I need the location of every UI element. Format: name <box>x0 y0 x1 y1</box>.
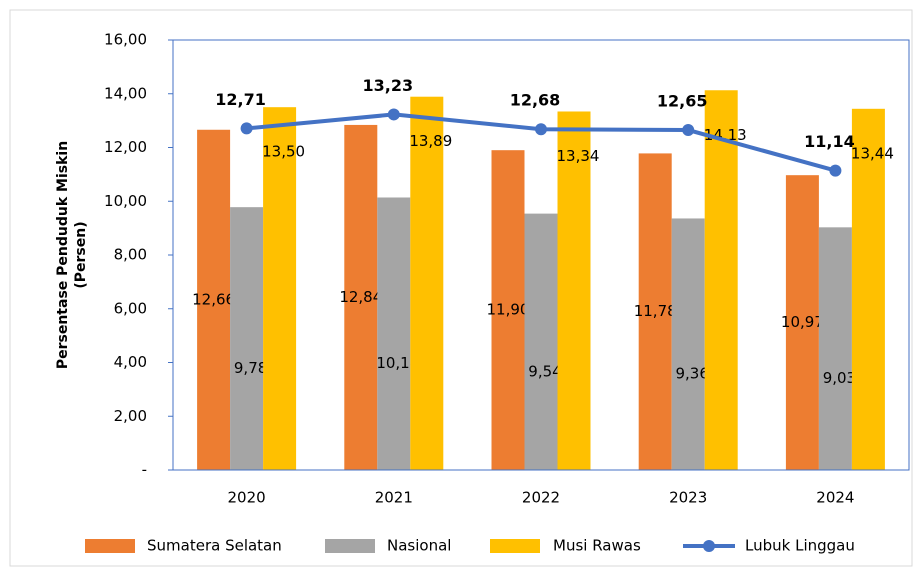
bar <box>344 124 378 471</box>
bar <box>410 96 444 471</box>
y-tick-label: 10,00 <box>104 192 147 210</box>
y-tick-label: 2,00 <box>114 407 147 425</box>
x-tick-label: 2024 <box>816 489 854 507</box>
line-point <box>240 122 253 135</box>
data-label: 9,54 <box>528 362 561 380</box>
y-tick-label: 16,00 <box>104 31 147 49</box>
data-label: 12,65 <box>657 92 708 111</box>
data-label: 11,78 <box>634 302 677 320</box>
legend-label: Sumatera Selatan <box>147 537 282 555</box>
bar <box>491 150 525 470</box>
bar <box>851 108 885 471</box>
data-label: 9,03 <box>823 369 856 387</box>
bar <box>638 153 672 470</box>
data-label: 9,36 <box>675 365 708 383</box>
legend-swatch <box>325 539 375 553</box>
legend-label: Nasional <box>387 537 451 555</box>
y-tick-label: 12,00 <box>104 138 147 156</box>
bar <box>197 129 231 470</box>
x-tick-label: 2022 <box>522 489 560 507</box>
legend-swatch <box>85 539 135 553</box>
data-label: 9,78 <box>234 359 267 377</box>
data-label: 12,71 <box>215 90 266 109</box>
data-label: 13,50 <box>262 143 305 161</box>
y-axis-title: (Persen) <box>73 221 89 288</box>
data-label: 13,44 <box>851 144 894 162</box>
legend-swatch <box>490 539 540 553</box>
x-tick-label: 2021 <box>375 489 413 507</box>
y-axis-title: Persentase Penduduk Miskin <box>55 141 71 369</box>
bar <box>785 175 819 470</box>
y-tick-label: 4,00 <box>114 353 147 371</box>
bar <box>557 111 591 471</box>
bar <box>377 197 411 471</box>
bar <box>704 90 738 470</box>
x-tick-label: 2020 <box>228 489 266 507</box>
data-label: 12,66 <box>192 290 235 308</box>
y-tick-label: - <box>142 461 147 479</box>
data-label: 12,68 <box>510 91 561 110</box>
data-label: 13,23 <box>362 76 413 95</box>
data-label: 11,14 <box>804 132 855 151</box>
line-point <box>535 123 547 136</box>
data-label: 13,34 <box>557 147 600 165</box>
x-tick-label: 2023 <box>669 489 707 507</box>
bar <box>818 227 852 470</box>
chart-border <box>9 9 913 567</box>
data-label: 11,90 <box>487 301 530 319</box>
bar <box>263 107 297 470</box>
legend-swatch <box>703 540 715 552</box>
bar <box>671 218 705 470</box>
y-tick-label: 8,00 <box>114 246 147 264</box>
data-label: 12,84 <box>339 288 382 306</box>
line-point <box>829 164 842 177</box>
line-point <box>387 108 400 121</box>
legend-label: Lubuk Linggau <box>745 537 855 555</box>
data-label: 13,89 <box>409 132 452 150</box>
data-label: 10,14 <box>376 354 419 372</box>
y-tick-label: 14,00 <box>104 84 147 102</box>
plot-frame <box>172 39 910 471</box>
y-tick-label: 6,00 <box>114 299 147 317</box>
data-label: 10,97 <box>781 313 824 331</box>
line-point <box>682 124 695 137</box>
bar <box>230 207 264 470</box>
legend-label: Musi Rawas <box>553 537 641 555</box>
bar <box>524 213 558 471</box>
